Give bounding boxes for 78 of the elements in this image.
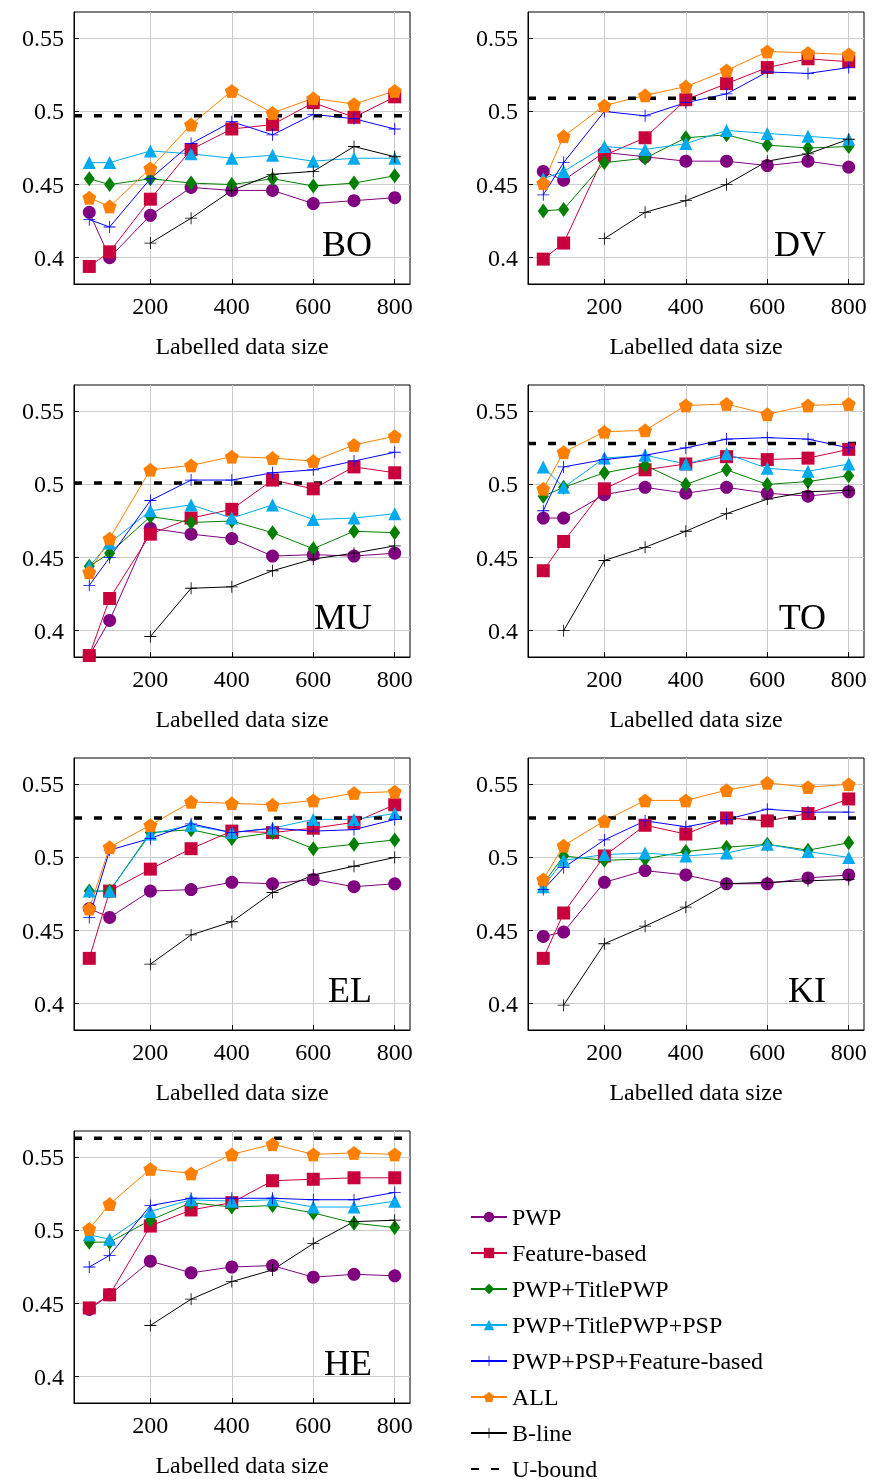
annotation: HE <box>324 1343 373 1383</box>
y-tick-label: 0.45 <box>476 171 518 198</box>
x-tick-label: 800 <box>376 1412 413 1438</box>
y-tick-label: 0.4 <box>34 617 64 644</box>
y-tick-label: 0.45 <box>22 1290 64 1317</box>
x-tick-label: 200 <box>132 293 169 319</box>
y-tick-label: 0.45 <box>476 544 518 571</box>
y-tick-label: 0.5 <box>34 98 64 125</box>
y-tick-label: 0.5 <box>488 98 518 125</box>
x-tick-label: 800 <box>376 293 413 319</box>
x-tick-label: 400 <box>213 1039 250 1065</box>
x-tick-label: 800 <box>830 666 867 692</box>
x-axis-title: Labelled data size <box>155 1079 329 1105</box>
legend-label: ALL <box>512 1384 559 1410</box>
legend-label: U-bound <box>512 1456 598 1481</box>
x-tick-label: 200 <box>586 666 623 692</box>
x-axis-title: Labelled data size <box>155 1452 329 1478</box>
annotation: DV <box>774 224 826 264</box>
y-tick-label: 0.55 <box>22 771 64 798</box>
annotation: MU <box>313 597 373 637</box>
legend-label: B-line <box>512 1420 572 1446</box>
x-tick-label: 400 <box>213 1412 250 1438</box>
x-tick-label: 600 <box>295 293 332 319</box>
x-tick-label: 600 <box>295 1412 332 1438</box>
x-axis-title: Labelled data size <box>609 333 783 359</box>
x-tick-label: 600 <box>749 293 786 319</box>
x-tick-label: 200 <box>586 293 623 319</box>
x-axis-title: Labelled data size <box>609 1079 783 1105</box>
y-tick-label: 0.4 <box>488 617 518 644</box>
x-axis-title: Labelled data size <box>609 706 783 732</box>
y-tick-label: 0.55 <box>476 398 518 425</box>
y-tick-label: 0.55 <box>476 771 518 798</box>
y-tick-label: 0.45 <box>22 171 64 198</box>
y-tick-label: 0.55 <box>476 25 518 52</box>
x-tick-label: 400 <box>667 666 704 692</box>
x-tick-label: 200 <box>586 1039 623 1065</box>
y-tick-label: 0.5 <box>34 1217 64 1244</box>
x-tick-label: 800 <box>830 293 867 319</box>
y-tick-label: 0.4 <box>34 244 64 271</box>
annotation: KI <box>788 970 827 1010</box>
y-tick-label: 0.4 <box>488 990 518 1017</box>
y-tick-label: 0.4 <box>34 1363 64 1390</box>
x-tick-label: 200 <box>132 1039 169 1065</box>
y-tick-label: 0.55 <box>22 398 64 425</box>
legend-label: PWP+PSP+Feature-based <box>512 1348 764 1374</box>
y-tick-label: 0.45 <box>22 544 64 571</box>
x-tick-label: 400 <box>667 293 704 319</box>
x-tick-label: 200 <box>132 1412 169 1438</box>
y-tick-label: 0.5 <box>34 844 64 871</box>
annotation: EL <box>328 970 372 1010</box>
x-tick-label: 800 <box>376 1039 413 1065</box>
x-tick-label: 400 <box>213 666 250 692</box>
x-tick-label: 800 <box>376 666 413 692</box>
annotation: BO <box>321 224 373 264</box>
y-tick-label: 0.55 <box>22 1144 64 1171</box>
x-tick-label: 200 <box>132 666 169 692</box>
y-tick-label: 0.5 <box>488 844 518 871</box>
x-tick-label: 400 <box>213 293 250 319</box>
y-tick-label: 0.5 <box>488 471 518 498</box>
y-tick-label: 0.45 <box>476 917 518 944</box>
legend-label: PWP+TitlePWP <box>512 1276 669 1302</box>
x-tick-label: 800 <box>830 1039 867 1065</box>
x-tick-label: 400 <box>667 1039 704 1065</box>
y-tick-label: 0.55 <box>22 25 64 52</box>
legend-label: PWP <box>512 1204 562 1230</box>
x-tick-label: 600 <box>749 666 786 692</box>
legend-label: PWP+TitlePWP+PSP <box>512 1312 723 1338</box>
legend-label: Feature-based <box>512 1240 647 1266</box>
y-tick-label: 0.4 <box>34 990 64 1017</box>
x-tick-label: 600 <box>295 1039 332 1065</box>
x-axis-title: Labelled data size <box>155 706 329 732</box>
x-axis-title: Labelled data size <box>155 333 329 359</box>
x-tick-label: 600 <box>295 666 332 692</box>
y-tick-label: 0.45 <box>22 917 64 944</box>
y-tick-label: 0.5 <box>34 471 64 498</box>
annotation: TO <box>778 597 827 637</box>
y-tick-label: 0.4 <box>488 244 518 271</box>
x-tick-label: 600 <box>749 1039 786 1065</box>
